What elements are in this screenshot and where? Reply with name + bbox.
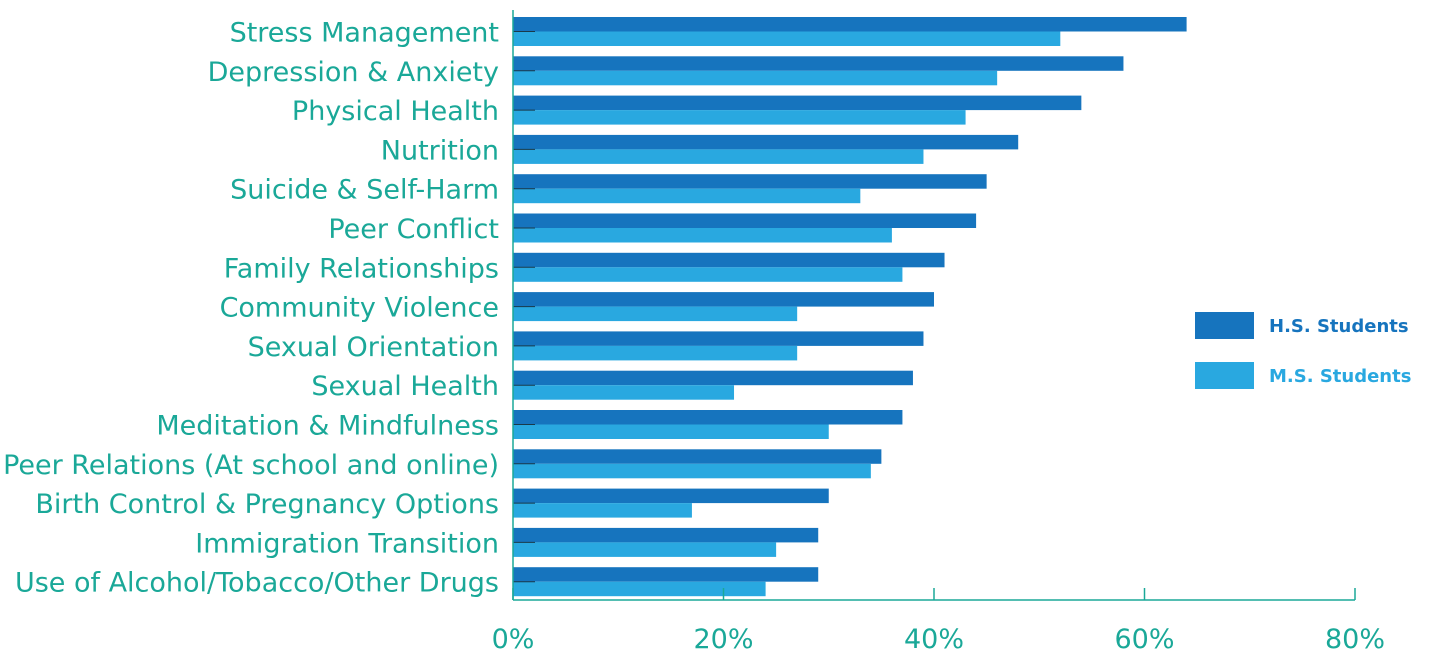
category-label: Meditation & Mindfulness — [156, 411, 499, 442]
category-label: Community Violence — [220, 293, 499, 324]
bar-hs-7 — [513, 292, 934, 307]
bar-hs-5 — [513, 213, 977, 228]
bar-ms-12 — [513, 503, 692, 518]
category-label: Sexual Orientation — [248, 332, 499, 363]
bar-hs-13 — [513, 527, 819, 543]
category-label: Birth Control & Pregnancy Options — [35, 489, 499, 520]
bar-hs-12 — [513, 488, 829, 504]
category-label: Use of Alcohol/Tobacco/Other Drugs — [15, 568, 499, 599]
x-tick-label: 40% — [904, 624, 964, 651]
bar-hs-0 — [513, 17, 1187, 32]
bar-ms-1 — [513, 70, 998, 86]
bar-hs-2 — [513, 95, 1082, 111]
x-tick-label: 0% — [492, 624, 535, 651]
bar-hs-6 — [513, 252, 945, 268]
bar-ms-14 — [513, 581, 766, 597]
bar-hs-3 — [513, 134, 1019, 150]
category-label: Sexual Health — [311, 371, 499, 402]
category-label: Family Relationships — [224, 253, 499, 284]
category-label: Immigration Transition — [195, 528, 499, 559]
bar-ms-13 — [513, 542, 777, 557]
bar-hs-4 — [513, 174, 987, 189]
bars-layer — [513, 17, 1187, 597]
bar-hs-1 — [513, 56, 1124, 71]
x-tick-label: 80% — [1325, 624, 1385, 651]
bar-hs-9 — [513, 370, 913, 386]
category-label: Peer Conflict — [328, 214, 499, 245]
x-tick-label: 20% — [693, 624, 753, 651]
category-labels: Stress Management Depression & Anxiety Phy… — [3, 18, 499, 599]
legend: H.S. Students M.S. Students — [1195, 312, 1411, 389]
category-label: Stress Management — [230, 18, 499, 49]
bar-ms-3 — [513, 149, 924, 164]
legend-label-hs: H.S. Students — [1269, 316, 1409, 337]
bar-hs-11 — [513, 449, 882, 464]
bar-ms-6 — [513, 267, 903, 282]
category-label: Peer Relations (At school and online) — [3, 450, 499, 481]
bar-hs-10 — [513, 410, 903, 425]
bar-ms-2 — [513, 110, 966, 125]
bar-ms-0 — [513, 31, 1061, 46]
category-label: Nutrition — [381, 135, 499, 166]
bar-ms-7 — [513, 306, 798, 322]
bar-ms-10 — [513, 424, 829, 439]
category-label: Depression & Anxiety — [208, 57, 499, 88]
bar-ms-11 — [513, 463, 871, 479]
bar-hs-14 — [513, 567, 819, 582]
legend-swatch-ms — [1195, 362, 1254, 389]
category-label: Physical Health — [292, 96, 499, 127]
category-label: Suicide & Self-Harm — [230, 175, 499, 206]
legend-label-ms: M.S. Students — [1269, 366, 1411, 387]
bar-hs-8 — [513, 331, 924, 346]
axis-layer — [512, 10, 1356, 601]
bar-ms-8 — [513, 345, 798, 361]
legend-swatch-hs — [1195, 312, 1254, 339]
bar-ms-9 — [513, 385, 735, 400]
x-tick-labels: 0% 20% 40% 60% 80% — [492, 624, 1385, 651]
x-tick-label: 60% — [1114, 624, 1174, 651]
bar-ms-4 — [513, 188, 861, 204]
bar-ms-5 — [513, 228, 892, 243]
